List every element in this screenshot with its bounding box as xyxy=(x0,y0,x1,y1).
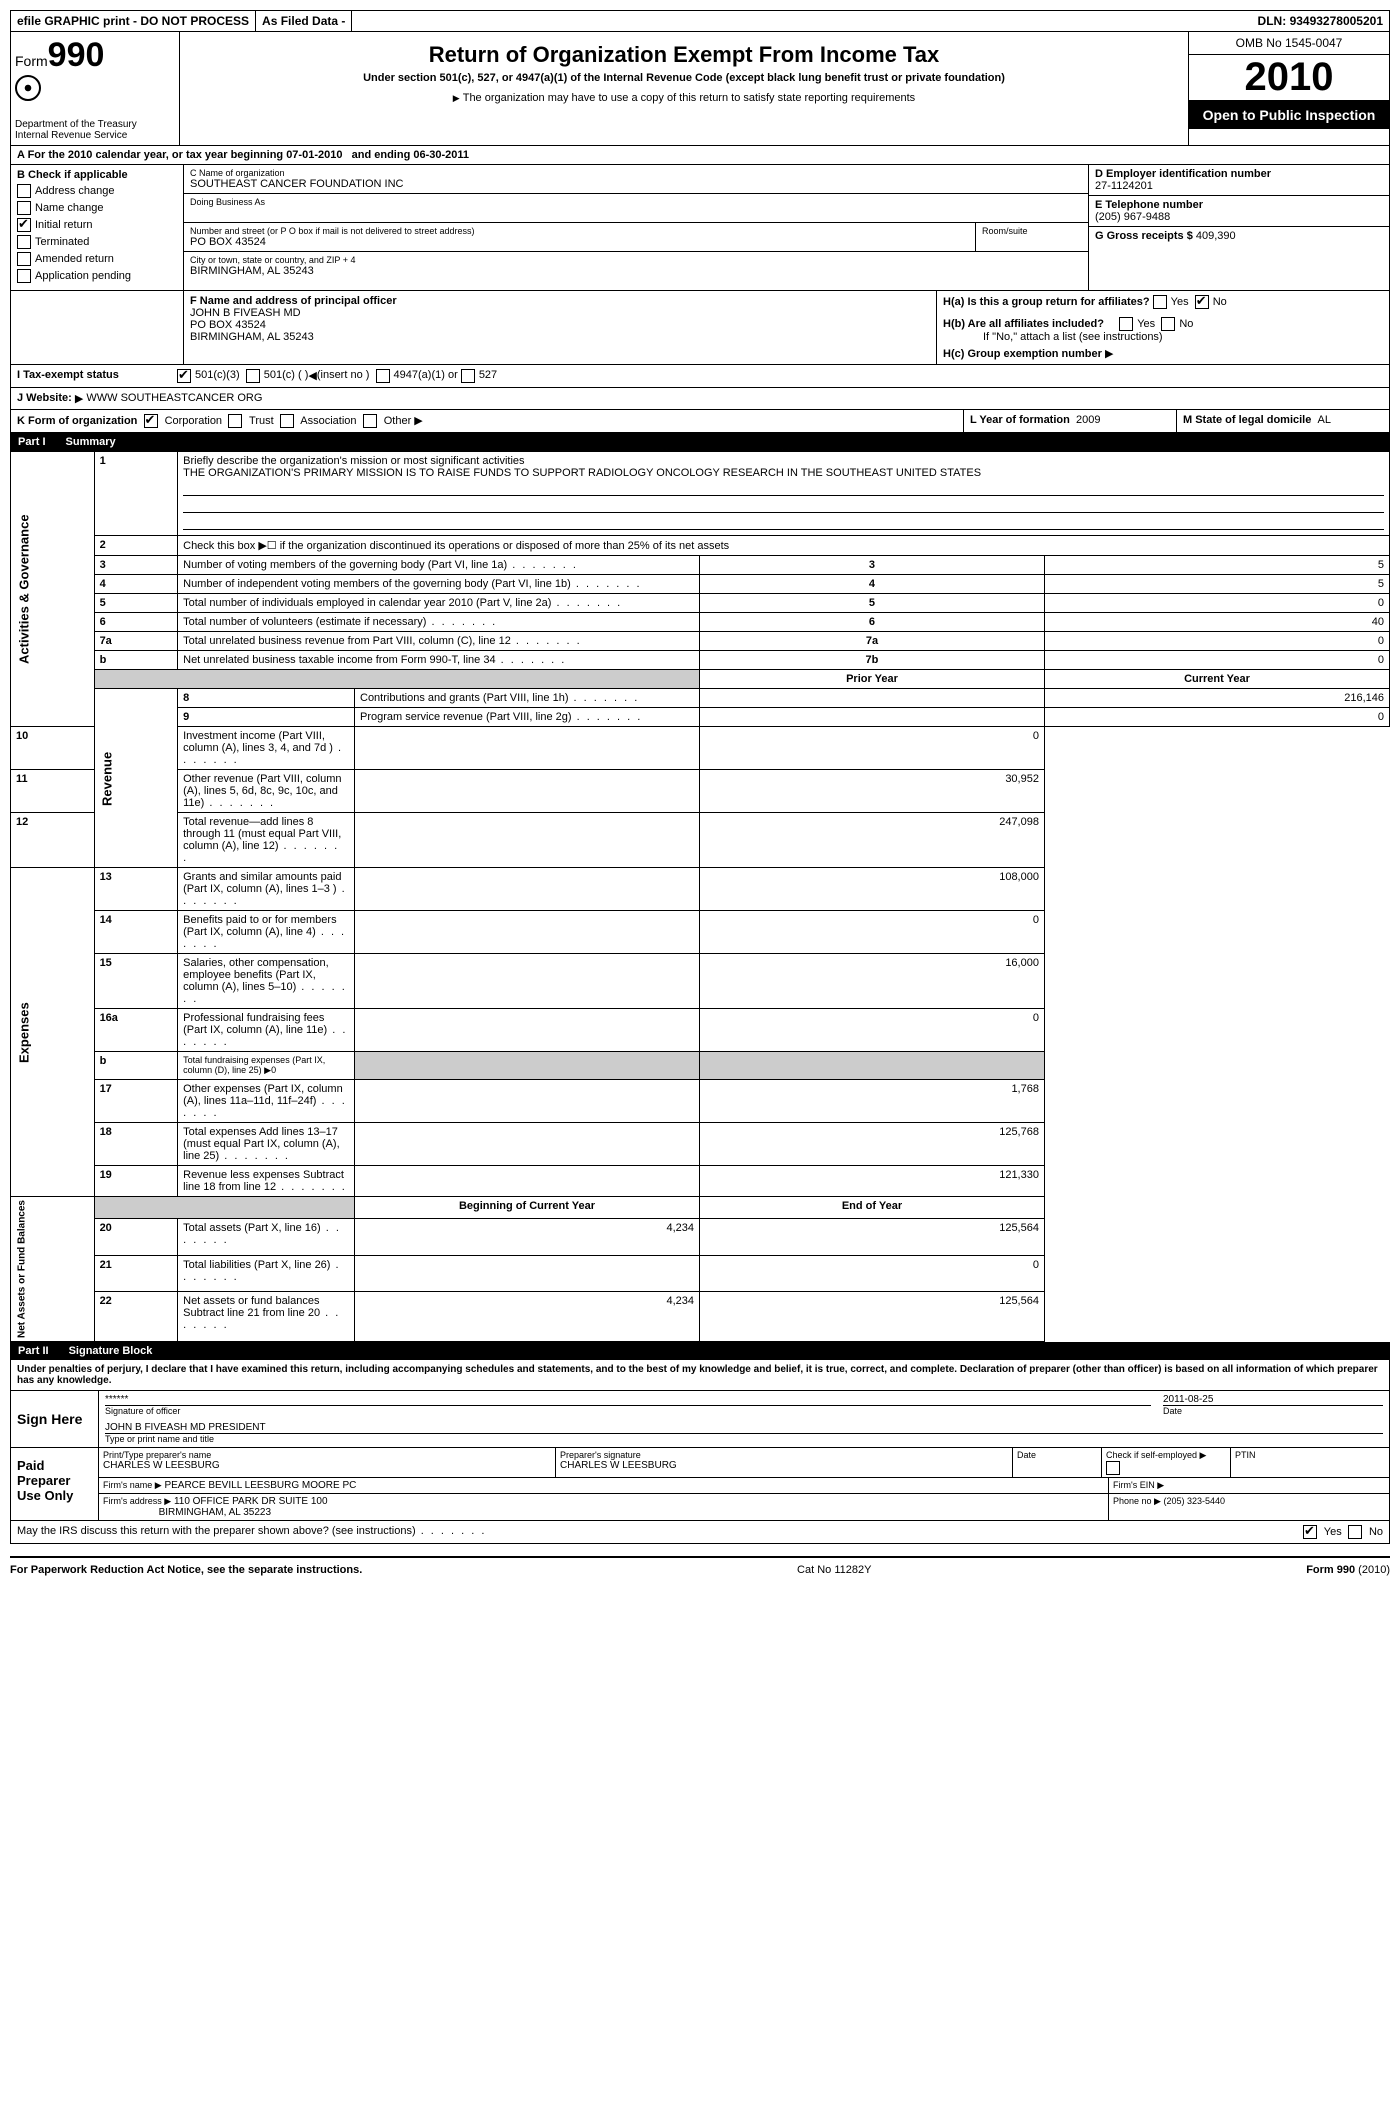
as-filed: As Filed Data - xyxy=(256,11,352,31)
cb-other[interactable] xyxy=(363,414,377,428)
dept-treasury: Department of the Treasury xyxy=(15,119,175,130)
city: BIRMINGHAM, AL 35243 xyxy=(190,265,1082,277)
phone: (205) 967-9488 xyxy=(1095,211,1383,223)
line-j: J Website: ▶ WWW SOUTHEASTCANCER ORG xyxy=(10,388,1390,410)
dln: DLN: 93493278005201 xyxy=(1252,11,1389,31)
part1-header: Part ISummary xyxy=(10,433,1390,451)
street: PO BOX 43524 xyxy=(190,236,969,248)
gross-receipts: 409,390 xyxy=(1196,230,1236,242)
cb-self-employed[interactable] xyxy=(1106,1461,1120,1475)
state-note: The organization may have to use a copy … xyxy=(190,92,1178,104)
dba-label: Doing Business As xyxy=(190,197,1082,207)
h-b: H(b) Are all affiliates included? Yes No xyxy=(943,317,1383,331)
line-i: I Tax-exempt status 501(c)(3) 501(c) ( )… xyxy=(10,365,1390,388)
irs-label: Internal Revenue Service xyxy=(15,130,175,141)
street-label: Number and street (or P O box if mail is… xyxy=(190,226,969,236)
efile-notice: efile GRAPHIC print - DO NOT PROCESS xyxy=(11,11,256,31)
cb-4947[interactable] xyxy=(376,369,390,383)
f-label: F Name and address of principal officer xyxy=(190,295,930,307)
form-header: Form990 Department of the Treasury Inter… xyxy=(10,32,1390,146)
sign-here-label: Sign Here xyxy=(11,1391,98,1447)
cb-discuss-yes[interactable] xyxy=(1303,1525,1317,1539)
officer-sig: ****** xyxy=(105,1394,1151,1406)
form-number: Form990 xyxy=(15,36,175,75)
footer: For Paperwork Reduction Act Notice, see … xyxy=(10,1556,1390,1582)
room-suite: Room/suite xyxy=(975,223,1088,251)
summary-table: Activities & Governance 1 Briefly descri… xyxy=(10,451,1390,1342)
officer-city: BIRMINGHAM, AL 35243 xyxy=(190,331,930,343)
website: WWW SOUTHEASTCANCER ORG xyxy=(86,392,262,405)
g-label: G Gross receipts $ xyxy=(1095,230,1193,242)
ein: 27-1124201 xyxy=(1095,180,1383,192)
section-f-h: F Name and address of principal officer … xyxy=(10,291,1390,365)
cb-527[interactable] xyxy=(461,369,475,383)
form-title: Return of Organization Exempt From Incom… xyxy=(190,42,1178,68)
cb-trust[interactable] xyxy=(228,414,242,428)
cb-501c3[interactable] xyxy=(177,369,191,383)
cb-initial-return[interactable]: Initial return xyxy=(17,218,177,232)
cb-terminated[interactable]: Terminated xyxy=(17,235,177,249)
open-public-badge: Open to Public Inspection xyxy=(1189,101,1389,129)
mission-text: THE ORGANIZATION'S PRIMARY MISSION IS TO… xyxy=(183,467,981,479)
perjury-statement: Under penalties of perjury, I declare th… xyxy=(10,1360,1390,1391)
vert-rev: Revenue xyxy=(94,689,178,868)
vert-gov: Activities & Governance xyxy=(11,452,95,727)
form-subtitle: Under section 501(c), 527, or 4947(a)(1)… xyxy=(190,72,1178,84)
cb-name-change[interactable]: Name change xyxy=(17,201,177,215)
city-label: City or town, state or country, and ZIP … xyxy=(190,255,1082,265)
h-a: H(a) Is this a group return for affiliat… xyxy=(943,295,1383,309)
cb-discuss-no[interactable] xyxy=(1348,1525,1362,1539)
cb-amended[interactable]: Amended return xyxy=(17,252,177,266)
line-a: A For the 2010 calendar year, or tax yea… xyxy=(10,146,1390,165)
c-name-label: C Name of organization xyxy=(190,168,1082,178)
officer-name: JOHN B FIVEASH MD xyxy=(190,307,930,319)
paid-preparer-label: Paid Preparer Use Only xyxy=(11,1448,98,1520)
officer-street: PO BOX 43524 xyxy=(190,319,930,331)
section-b-c-d: B Check if applicable Address change Nam… xyxy=(10,165,1390,291)
vert-exp: Expenses xyxy=(11,868,95,1197)
part2-header: Part IISignature Block xyxy=(10,1342,1390,1360)
e-label: E Telephone number xyxy=(1095,199,1383,211)
col-b-checkboxes: B Check if applicable Address change Nam… xyxy=(11,165,184,290)
cb-assoc[interactable] xyxy=(280,414,294,428)
h-c: H(c) Group exemption number ▶ xyxy=(943,347,1383,360)
cb-app-pending[interactable]: Application pending xyxy=(17,269,177,283)
cb-address-change[interactable]: Address change xyxy=(17,184,177,198)
cb-501c[interactable] xyxy=(246,369,260,383)
vert-net: Net Assets or Fund Balances xyxy=(11,1197,95,1342)
sig-date: 2011-08-25 xyxy=(1163,1394,1383,1406)
officer-typed-name: JOHN B FIVEASH MD PRESIDENT xyxy=(105,1422,1383,1434)
d-label: D Employer identification number xyxy=(1095,168,1383,180)
line-k: K Form of organization Corporation Trust… xyxy=(10,410,1390,433)
irs-seal-icon xyxy=(15,75,41,101)
omb-number: OMB No 1545-0047 xyxy=(1189,32,1389,55)
org-name: SOUTHEAST CANCER FOUNDATION INC xyxy=(190,178,1082,190)
discuss-row: May the IRS discuss this return with the… xyxy=(10,1521,1390,1544)
top-bar: efile GRAPHIC print - DO NOT PROCESS As … xyxy=(10,10,1390,32)
cb-corp[interactable] xyxy=(144,414,158,428)
h-b-note: If "No," attach a list (see instructions… xyxy=(983,331,1383,343)
tax-year: 2010 xyxy=(1189,55,1389,101)
